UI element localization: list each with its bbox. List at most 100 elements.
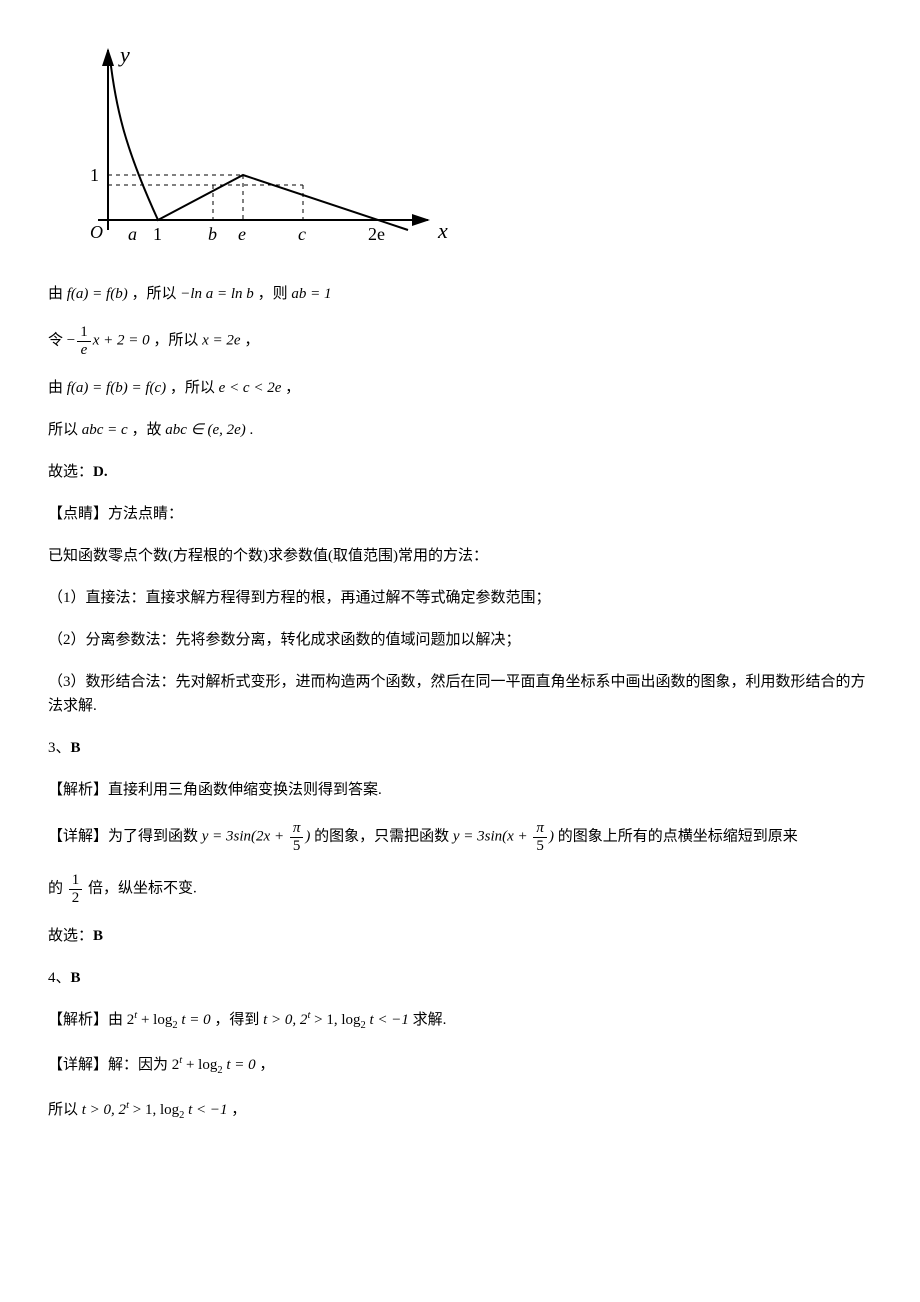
m: abc = c [82,422,128,438]
svg-text:x: x [437,218,448,243]
m: + log [137,1012,172,1028]
t: ，所以 [131,286,180,302]
t: 由 [48,380,67,396]
t: ，则 [258,286,292,302]
svg-text:c: c [298,224,306,244]
t: 故选： [48,928,93,944]
t: 【详解】为了得到函数 [48,828,202,844]
t: ，所以 [170,380,219,396]
m: + log [182,1057,217,1073]
text-line-13: 的 12 倍，纵坐标不变. [48,872,872,906]
answer-b: B [71,740,81,756]
frac: π5 [290,820,304,854]
m: > 1, log [129,1102,179,1118]
num: π [290,820,304,838]
t: ，得到 [214,1012,263,1028]
t: . [250,422,254,438]
text-line-14: 故选：B [48,924,872,948]
m: −ln a = ln b [180,286,254,302]
text-line-6: 【点睛】方法点睛： [48,502,872,526]
text-line-12: 【详解】为了得到函数 y = 3sin(2x + π5) 的图象，只需把函数 y… [48,820,872,854]
q4-header: 4、B [48,966,872,990]
t: ，所以 [153,332,202,348]
text-line-9: （2）分离参数法：先将参数分离，转化成求函数的值域问题加以解决； [48,628,872,652]
m: x + 2 = 0 [93,332,150,348]
m: e < c < 2e [219,380,282,396]
t: 由 [48,286,67,302]
t: 所以 [48,422,82,438]
svg-text:a: a [128,224,137,244]
text-line-1: 由 f(a) = f(b) ，所以 −ln a = ln b ，则 ab = 1 [48,282,872,306]
frac: 12 [69,872,83,906]
m: t < −1 [184,1102,227,1118]
svg-text:e: e [238,224,246,244]
text-line-4: 所以 abc = c ，故 abc ∈ (e, 2e) . [48,418,872,442]
answer-b: B [93,928,103,944]
svg-text:1: 1 [153,224,162,244]
text-line-3: 由 f(a) = f(b) = f(c) ，所以 e < c < 2e ， [48,376,872,400]
m: abc ∈ (e, 2e) [165,422,246,438]
m: y = 3sin(2x + [202,828,288,844]
text-line-8: （1）直接法：直接求解方程得到方程的根，再通过解不等式确定参数范围； [48,586,872,610]
svg-text:1: 1 [90,165,99,185]
num: π [533,820,547,838]
t: 令 − [48,332,75,348]
text-line-15: 【解析】由 2t + log2 t = 0 ，得到 t > 0, 2t > 1,… [48,1008,872,1035]
t: 故选： [48,464,93,480]
t: 已知函数零点个数(方程根的个数)求参数值(取值范围)常用的方法： [48,548,488,564]
svg-text:y: y [118,42,130,67]
q3-header: 3、B [48,736,872,760]
t: （3）数形结合法：先对解析式变形，进而构造两个函数，然后在同一平面直角坐标系中画… [48,674,866,714]
function-graph: yxO1a1bec2e [48,40,872,258]
m: x = 2e [202,332,240,348]
m: ab = 1 [291,286,331,302]
t: 的图象上所有的点横坐标缩短到原来 [558,828,798,844]
frac: 1e [77,324,91,358]
m: t < −1 [366,1012,409,1028]
num: 1 [69,872,83,890]
den: 2 [69,890,83,907]
den: e [77,342,91,359]
answer-d: D. [93,464,108,480]
text-line-2: 令 −1ex + 2 = 0 ，所以 x = 2e ， [48,324,872,358]
t: （2）分离参数法：先将参数分离，转化成求函数的值域问题加以解决； [48,632,521,648]
t: ， [285,380,300,396]
m: y = 3sin(x + [453,828,532,844]
t: ， [244,332,259,348]
text-line-10: （3）数形结合法：先对解析式变形，进而构造两个函数，然后在同一平面直角坐标系中画… [48,670,872,718]
t: 所以 [48,1102,82,1118]
m: t > 0, 2 [263,1012,307,1028]
t: （1）直接法：直接求解方程得到方程的根，再通过解不等式确定参数范围； [48,590,551,606]
t: 【点睛】方法点睛： [48,506,183,522]
m: f(a) = f(b) = f(c) [67,380,166,396]
t: 3、 [48,740,71,756]
text-line-5: 故选：D. [48,460,872,484]
text-line-17: 所以 t > 0, 2t > 1, log2 t < −1 ， [48,1098,872,1125]
t: 倍，纵坐标不变. [84,880,197,896]
text-line-7: 已知函数零点个数(方程根的个数)求参数值(取值范围)常用的方法： [48,544,872,568]
t: 【详解】解：因为 [48,1057,172,1073]
t: 的 [48,880,67,896]
m: t > 0, 2 [82,1102,126,1118]
t: ，故 [131,422,165,438]
den: 5 [533,838,547,855]
text-line-16: 【详解】解：因为 2t + log2 t = 0 ， [48,1053,872,1080]
text-line-11: 【解析】直接利用三角函数伸缩变换法则得到答案. [48,778,872,802]
frac: π5 [533,820,547,854]
m: ) [549,828,554,844]
graph-svg: yxO1a1bec2e [48,40,448,250]
t: 的图象，只需把函数 [314,828,453,844]
t: 【解析】直接利用三角函数伸缩变换法则得到答案. [48,782,382,798]
t: 4、 [48,970,71,986]
m: t = 0 [223,1057,256,1073]
t: ， [259,1057,274,1073]
num: 1 [77,324,91,342]
svg-text:2e: 2e [368,224,385,244]
t: 【解析】由 [48,1012,127,1028]
den: 5 [290,838,304,855]
m: ) [305,828,310,844]
m: > 1, log [310,1012,360,1028]
t: 求解. [413,1012,447,1028]
m: t = 0 [178,1012,211,1028]
svg-text:O: O [90,222,103,242]
